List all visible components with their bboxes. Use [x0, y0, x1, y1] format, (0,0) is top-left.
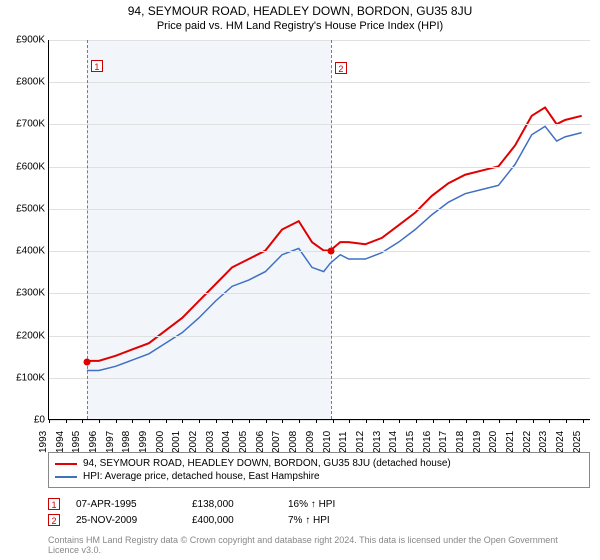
y-axis-label: £0	[3, 415, 45, 426]
events-table: 1 07-APR-1995 £138,000 16% ↑ HPI 2 25-NO…	[48, 496, 590, 528]
x-axis-label: 2016	[422, 431, 433, 453]
legend-swatch	[55, 476, 77, 478]
x-axis-label: 2008	[288, 431, 299, 453]
y-axis-label: £200K	[3, 330, 45, 341]
legend-label: HPI: Average price, detached house, East…	[83, 471, 320, 482]
x-axis-label: 2017	[438, 431, 449, 453]
x-axis-label: 2014	[388, 431, 399, 453]
chart-dot	[327, 248, 334, 255]
chart-svg	[49, 40, 590, 419]
x-axis-label: 2024	[555, 431, 566, 453]
x-axis-label: 1994	[55, 431, 66, 453]
legend: 94, SEYMOUR ROAD, HEADLEY DOWN, BORDON, …	[48, 452, 590, 488]
x-axis-label: 1999	[138, 431, 149, 453]
x-axis-label: 2007	[271, 431, 282, 453]
series-property	[87, 107, 582, 360]
price-chart: 94, SEYMOUR ROAD, HEADLEY DOWN, BORDON, …	[0, 0, 600, 560]
x-axis-label: 1995	[71, 431, 82, 453]
x-axis-label: 1996	[88, 431, 99, 453]
chart-marker: 1	[91, 60, 103, 72]
x-axis-label: 2002	[188, 431, 199, 453]
legend-label: 94, SEYMOUR ROAD, HEADLEY DOWN, BORDON, …	[83, 458, 451, 469]
x-axis-label: 2000	[155, 431, 166, 453]
x-axis-label: 2015	[405, 431, 416, 453]
chart-title: 94, SEYMOUR ROAD, HEADLEY DOWN, BORDON, …	[0, 0, 600, 18]
event-delta: 16% ↑ HPI	[288, 499, 368, 510]
y-axis-label: £700K	[3, 119, 45, 130]
chart-subtitle: Price paid vs. HM Land Registry's House …	[0, 18, 600, 36]
plot-area: £0£100K£200K£300K£400K£500K£600K£700K£80…	[48, 40, 590, 420]
y-axis-label: £600K	[3, 161, 45, 172]
x-axis-label: 2005	[238, 431, 249, 453]
y-axis-label: £100K	[3, 372, 45, 383]
x-axis-label: 2010	[322, 431, 333, 453]
legend-item-hpi: HPI: Average price, detached house, East…	[55, 470, 583, 483]
x-axis-label: 2019	[472, 431, 483, 453]
event-marker: 2	[48, 514, 60, 526]
x-axis-label: 1997	[105, 431, 116, 453]
x-axis-label: 1998	[121, 431, 132, 453]
chart-marker: 2	[335, 62, 347, 74]
chart-dot	[83, 358, 90, 365]
event-date: 25-NOV-2009	[76, 515, 176, 526]
y-axis-label: £900K	[3, 35, 45, 46]
event-row: 2 25-NOV-2009 £400,000 7% ↑ HPI	[48, 512, 590, 528]
x-axis-label: 2020	[488, 431, 499, 453]
x-axis-label: 2003	[205, 431, 216, 453]
legend-swatch	[55, 463, 77, 465]
x-axis-label: 2004	[221, 431, 232, 453]
x-axis-label: 2013	[372, 431, 383, 453]
footer-attribution: Contains HM Land Registry data © Crown c…	[48, 536, 590, 556]
event-date: 07-APR-1995	[76, 499, 176, 510]
y-axis-label: £800K	[3, 77, 45, 88]
y-axis-label: £400K	[3, 246, 45, 257]
event-marker: 1	[48, 498, 60, 510]
x-axis-label: 2023	[538, 431, 549, 453]
legend-item-property: 94, SEYMOUR ROAD, HEADLEY DOWN, BORDON, …	[55, 457, 583, 470]
event-delta: 7% ↑ HPI	[288, 515, 368, 526]
event-price: £138,000	[192, 499, 272, 510]
x-axis-label: 2022	[522, 431, 533, 453]
x-axis-label: 2018	[455, 431, 466, 453]
x-axis-label: 1993	[38, 431, 49, 453]
x-axis-label: 2001	[171, 431, 182, 453]
x-axis-label: 2025	[572, 431, 583, 453]
y-axis-label: £500K	[3, 203, 45, 214]
x-axis-label: 2009	[305, 431, 316, 453]
x-axis-label: 2011	[338, 431, 349, 453]
x-axis-label: 2006	[255, 431, 266, 453]
x-axis-label: 2012	[355, 431, 366, 453]
event-price: £400,000	[192, 515, 272, 526]
y-axis-label: £300K	[3, 288, 45, 299]
event-row: 1 07-APR-1995 £138,000 16% ↑ HPI	[48, 496, 590, 512]
x-axis-label: 2021	[505, 431, 516, 453]
